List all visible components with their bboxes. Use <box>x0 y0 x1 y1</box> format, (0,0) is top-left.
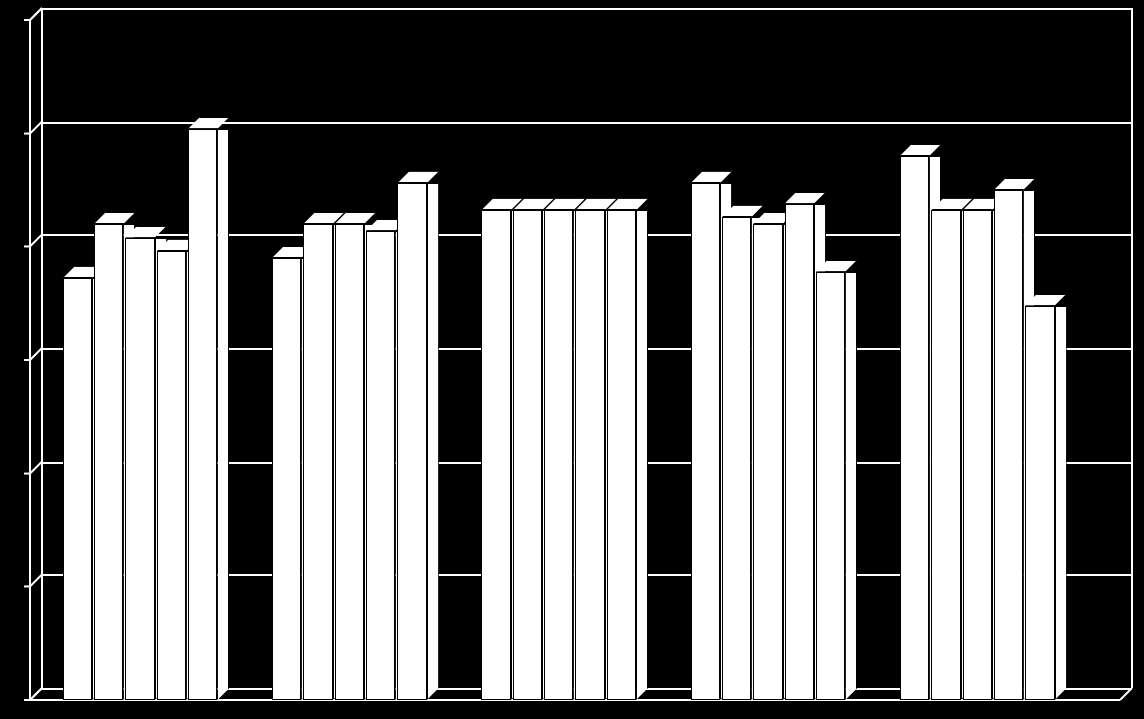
bar <box>963 210 992 700</box>
bar-front <box>366 231 395 700</box>
bar-top <box>94 212 135 224</box>
bar-top <box>900 144 941 156</box>
bar-group <box>63 20 218 700</box>
bar <box>397 183 426 700</box>
bar <box>900 156 929 700</box>
bar <box>188 129 217 700</box>
bar-front <box>931 210 960 700</box>
bar <box>94 224 123 700</box>
bar-side <box>845 272 857 700</box>
bar <box>785 204 814 700</box>
bar-front <box>753 224 782 700</box>
gridline <box>42 8 1132 10</box>
bar <box>722 217 751 700</box>
bar-front <box>188 129 217 700</box>
bar <box>157 251 186 700</box>
bar-side <box>1055 306 1067 700</box>
bar <box>125 238 154 700</box>
bar-top <box>188 117 229 129</box>
bar <box>544 210 573 700</box>
bar <box>994 190 1023 700</box>
bar-front <box>481 210 510 700</box>
bar <box>335 224 364 700</box>
bar <box>303 224 332 700</box>
bar-front <box>994 190 1023 700</box>
bar-front <box>785 204 814 700</box>
bar <box>513 210 542 700</box>
bar <box>816 272 845 700</box>
bar-side <box>427 183 439 700</box>
bar-front <box>963 210 992 700</box>
plot-area <box>30 20 1120 700</box>
bar-front <box>1025 306 1054 700</box>
bar-front <box>157 251 186 700</box>
bar-group <box>272 20 427 700</box>
bar <box>366 231 395 700</box>
bar <box>607 210 636 700</box>
bar-top <box>994 178 1035 190</box>
bar <box>753 224 782 700</box>
bar-front <box>397 183 426 700</box>
bar-top <box>691 171 732 183</box>
bar-front <box>900 156 929 700</box>
bar-top <box>397 171 438 183</box>
bar-front <box>544 210 573 700</box>
bar-group <box>691 20 846 700</box>
bar-front <box>513 210 542 700</box>
bar-front <box>94 224 123 700</box>
bar-top <box>785 192 826 204</box>
bar <box>931 210 960 700</box>
bar-front <box>575 210 604 700</box>
bar <box>63 278 92 700</box>
bar <box>481 210 510 700</box>
bar-front <box>303 224 332 700</box>
chart-3d-bar <box>0 0 1144 719</box>
bar-group <box>900 20 1055 700</box>
bar-side <box>636 210 648 700</box>
bar-front <box>125 238 154 700</box>
bar <box>1025 306 1054 700</box>
bar-front <box>722 217 751 700</box>
bar <box>575 210 604 700</box>
bar-front <box>63 278 92 700</box>
bar-side <box>217 129 229 700</box>
bar-front <box>691 183 720 700</box>
bar-front <box>816 272 845 700</box>
bar <box>272 258 301 700</box>
bar <box>691 183 720 700</box>
bar-front <box>607 210 636 700</box>
bar-front <box>335 224 364 700</box>
bar-front <box>272 258 301 700</box>
bar-group <box>481 20 636 700</box>
